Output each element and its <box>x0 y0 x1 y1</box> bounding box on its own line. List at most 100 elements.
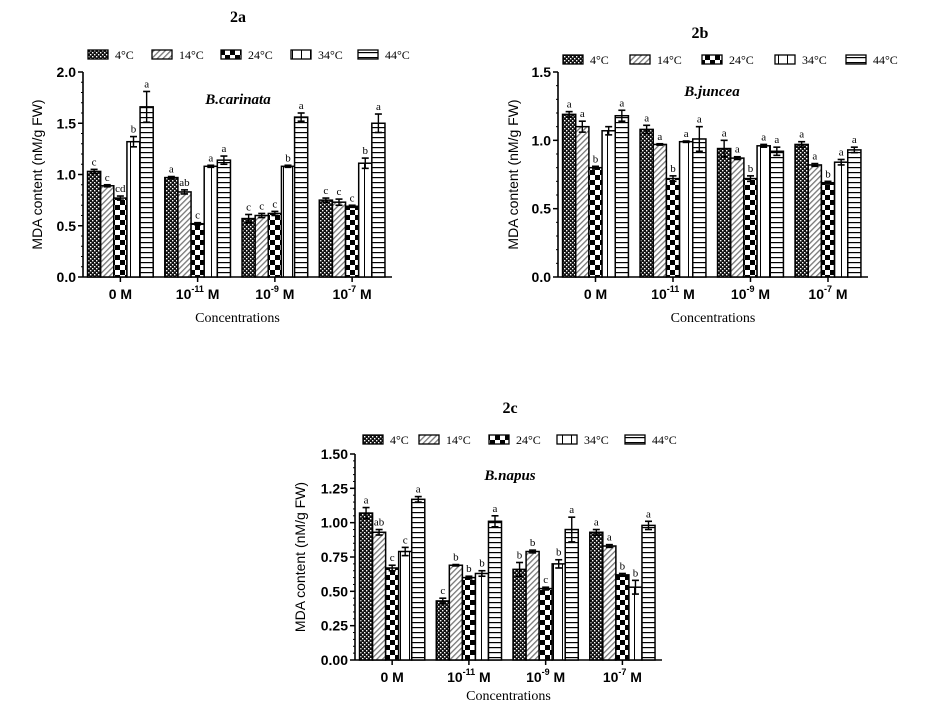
x-tick-label: 10-11 M <box>447 667 491 685</box>
bar <box>588 166 603 278</box>
bar <box>113 197 128 278</box>
significance-letter: a <box>376 101 381 113</box>
legend-swatch-diagonal <box>629 54 651 65</box>
bar <box>461 576 477 661</box>
panel-title: 2c <box>502 400 517 417</box>
bar <box>833 161 849 278</box>
significance-letter: a <box>646 508 651 520</box>
legend-label: 4°C <box>590 53 609 67</box>
x-tick-label: 10-7 M <box>333 284 372 302</box>
chart-panel-2c: 2c 4°C 14°C 24°C 34°C 44°C B.napus 0.00 0.25 0.50… <box>292 400 677 704</box>
legend-item: 14°C <box>418 433 471 447</box>
legend-swatch-vertical <box>774 54 796 65</box>
panel-title: 2a <box>230 9 246 26</box>
y-tick-label: 1.00 <box>321 515 348 531</box>
significance-letter: a <box>761 131 766 143</box>
bar <box>692 138 707 278</box>
bar <box>564 528 580 661</box>
legend-swatch-dots <box>87 49 109 60</box>
bar <box>344 205 360 278</box>
significance-letter: c <box>259 200 264 212</box>
species-label: B.napus <box>483 468 535 484</box>
legend-label: 24°C <box>729 53 754 67</box>
significance-letter: a <box>569 504 574 516</box>
bar <box>615 574 630 661</box>
bar <box>410 498 426 661</box>
bar <box>435 600 451 661</box>
chart-panel-2a: 2a 4°C 14°C 24°C 34°C 44°C B.carinata 0.0 0.5 1.0… <box>29 9 410 326</box>
bar-group: cbb ba <box>435 503 503 661</box>
legend-swatch-horizontal <box>845 54 867 65</box>
significance-letter: b <box>825 168 831 180</box>
legend-item: 24°C <box>220 48 273 62</box>
bar <box>86 170 102 278</box>
bar <box>371 122 386 278</box>
bar <box>678 140 694 278</box>
significance-letter: a <box>299 100 304 112</box>
bar <box>216 159 232 278</box>
species-label: B.juncea <box>683 84 740 100</box>
legend-item: 4°C <box>562 53 609 67</box>
bar <box>525 550 540 661</box>
significance-letter: a <box>657 131 662 143</box>
bar <box>538 587 553 661</box>
y-tick-label: 0.25 <box>321 618 348 634</box>
legend-label: 44°C <box>385 48 410 62</box>
significance-letter: a <box>839 146 844 158</box>
legend-item: 24°C <box>701 53 754 67</box>
significance-letter: a <box>580 108 585 120</box>
bar <box>177 191 192 278</box>
legend-label: 24°C <box>516 433 541 447</box>
chart-panel-2b: 2b 4°C 14°C 24°C 34°C 44°C B.juncea 0.0 0.5 1.0 1.… <box>505 25 898 326</box>
significance-letter: a <box>852 134 857 146</box>
significance-letter: a <box>567 99 572 111</box>
significance-letter: c <box>337 186 342 198</box>
legend-label: 44°C <box>873 53 898 67</box>
legend-swatch-dots <box>362 434 384 445</box>
panel-title: 2b <box>692 25 709 42</box>
significance-letter: a <box>364 495 369 507</box>
bar <box>551 563 566 661</box>
bar <box>318 199 334 278</box>
significance-letter: a <box>812 151 817 163</box>
y-tick-label: 0.50 <box>321 583 348 599</box>
significance-letter: a <box>221 143 226 155</box>
y-tick-label: 1.50 <box>321 446 348 462</box>
bar <box>602 545 617 661</box>
bar <box>203 165 219 278</box>
bar <box>358 512 374 661</box>
legend-label: 4°C <box>115 48 134 62</box>
significance-letter: a <box>208 152 213 164</box>
bar <box>574 125 590 278</box>
bar <box>384 567 400 661</box>
significance-letter: b <box>363 145 369 157</box>
significance-letter: c <box>323 185 328 197</box>
bar <box>652 143 668 278</box>
bar <box>614 114 630 278</box>
bar <box>487 520 503 661</box>
significance-letter: c <box>246 201 251 213</box>
y-axis-label: MDA content (nM/g FW) <box>292 482 308 632</box>
significance-letter: ab <box>374 517 385 529</box>
legend-item: 14°C <box>151 48 204 62</box>
legend-swatch-horizontal <box>357 49 379 60</box>
significance-letter: b <box>620 560 626 572</box>
x-tick-label: 10-7 M <box>603 667 642 685</box>
significance-letter: a <box>644 112 649 124</box>
legend-item: 34°C <box>556 433 609 447</box>
y-tick-label: 0.5 <box>532 201 552 217</box>
bar <box>601 130 617 278</box>
bar <box>448 564 464 661</box>
significance-letter: b <box>748 163 754 175</box>
significance-letter: b <box>593 153 599 165</box>
significance-letter: c <box>105 172 110 184</box>
legend-label: 34°C <box>584 433 609 447</box>
y-axis-label: MDA content (nM/g FW) <box>29 99 45 249</box>
legend-label: 34°C <box>318 48 343 62</box>
